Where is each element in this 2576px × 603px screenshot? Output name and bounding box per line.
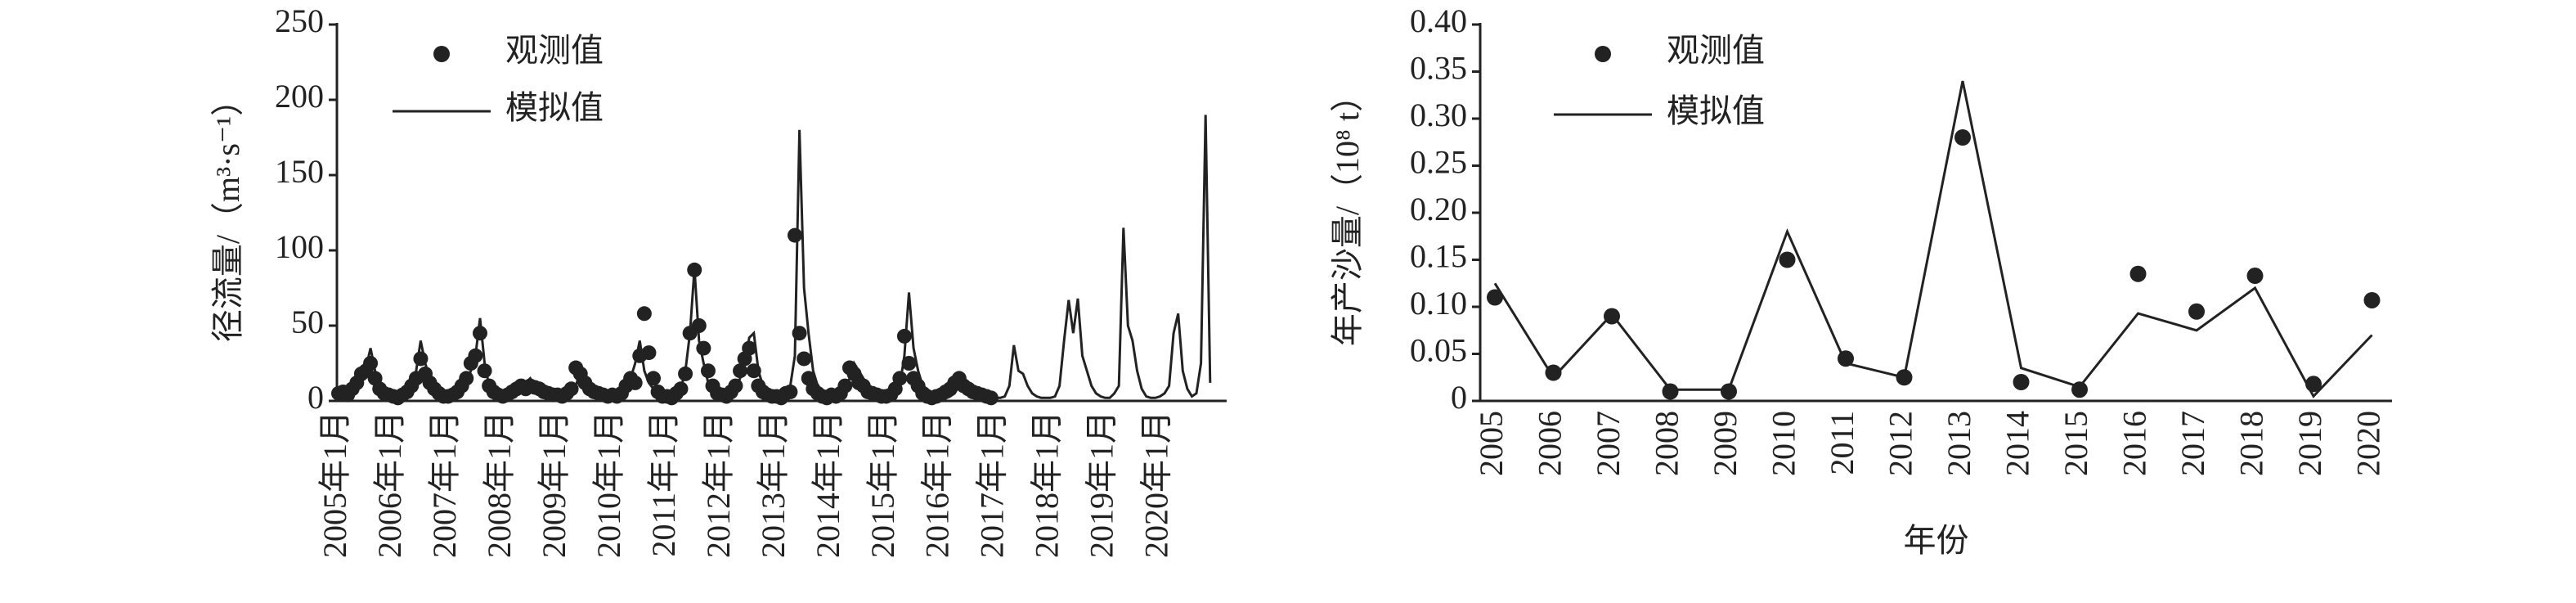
data-point [641, 345, 657, 361]
x-tick-label: 2009年1月 [536, 411, 572, 558]
x-tick-label: 2017 [2174, 411, 2211, 476]
y-tick-label: 0.30 [1410, 97, 1467, 133]
x-tick-label: 2018年1月 [1029, 411, 1066, 558]
x-tick-label: 2010年1月 [590, 411, 627, 558]
data-point [472, 326, 487, 341]
data-point [477, 363, 492, 379]
x-tick-label: 2007年1月 [426, 411, 463, 558]
x-tick-label: 2016年1月 [919, 411, 956, 558]
x-tick-label: 2005年1月 [316, 411, 353, 558]
legend-marker [1595, 46, 1611, 62]
y-tick-label: 250 [275, 2, 324, 39]
legend-label: 观测值 [505, 32, 604, 69]
y-tick-label: 0.40 [1410, 2, 1467, 39]
data-point [2246, 268, 2264, 285]
y-tick-label: 200 [275, 78, 324, 115]
x-tick-label: 2008 [1649, 411, 1685, 476]
x-tick-label: 2006年1月 [371, 411, 408, 558]
x-tick-label: 2020 [2350, 411, 2387, 476]
data-point [1954, 129, 1971, 146]
data-point [797, 351, 812, 367]
series-line [1493, 80, 2373, 398]
data-point [2129, 265, 2147, 282]
x-tick-label: 2008年1月 [481, 411, 518, 558]
x-tick-label: 2009 [1707, 411, 1744, 476]
y-tick-label: 0.05 [1410, 332, 1467, 369]
x-tick-label: 2005 [1473, 411, 1510, 476]
x-tick-label: 2017年1月 [974, 411, 1011, 558]
legend-label: 模拟值 [505, 89, 604, 126]
x-tick-label: 2011年1月 [645, 411, 682, 557]
y-tick-label: 0.20 [1410, 191, 1467, 227]
x-tick-label: 2020年1月 [1138, 411, 1175, 558]
y-tick-label: 150 [275, 153, 324, 190]
y-tick-label: 0.15 [1410, 238, 1467, 275]
y-axis-label: 径流量/（m³·s⁻¹） [209, 83, 246, 342]
legend-label: 模拟值 [1667, 92, 1765, 129]
y-tick-label: 0 [307, 379, 324, 416]
x-tick-label: 2018 [2233, 411, 2270, 476]
x-tick-label: 2015 [2058, 411, 2094, 476]
data-point [1779, 251, 1796, 268]
y-tick-label: 100 [275, 228, 324, 265]
x-tick-label: 2013 [1941, 411, 1977, 476]
x-tick-label: 2015年1月 [864, 411, 901, 558]
data-point [2363, 291, 2381, 308]
data-point [1721, 383, 1737, 400]
x-tick-label: 2011 [1824, 411, 1860, 475]
x-tick-label: 2012 [1883, 411, 1919, 476]
data-point [636, 306, 652, 322]
x-tick-label: 2019 [2291, 411, 2328, 476]
series-line [338, 115, 1212, 399]
y-tick-label: 0.35 [1410, 50, 1467, 87]
data-point [2188, 303, 2205, 320]
x-axis-label: 年份 [1904, 522, 1969, 559]
x-tick-label: 2013年1月 [755, 411, 792, 558]
y-tick-label: 50 [291, 304, 324, 340]
data-point [896, 328, 912, 344]
x-tick-label: 2014 [1999, 411, 2036, 476]
legend-marker [433, 46, 450, 62]
data-point [901, 356, 917, 371]
legend-label: 观测值 [1667, 32, 1765, 69]
data-point [1487, 289, 1503, 306]
x-tick-label: 2016 [2116, 411, 2153, 476]
y-axis-label: 年产沙量/（10⁸ t） [1329, 79, 1366, 346]
y-tick-label: 0 [1451, 379, 1467, 416]
y-tick-label: 0.25 [1410, 144, 1467, 181]
x-tick-label: 2019年1月 [1084, 411, 1120, 558]
x-tick-label: 2012年1月 [700, 411, 737, 558]
data-point [788, 227, 802, 243]
x-tick-label: 2007 [1590, 411, 1627, 476]
x-tick-label: 2010 [1766, 411, 1802, 476]
data-point [2013, 374, 2030, 390]
y-tick-label: 0.10 [1410, 285, 1467, 322]
x-tick-label: 2006 [1532, 411, 1568, 476]
x-tick-label: 2014年1月 [810, 411, 846, 558]
data-point [1662, 383, 1679, 400]
